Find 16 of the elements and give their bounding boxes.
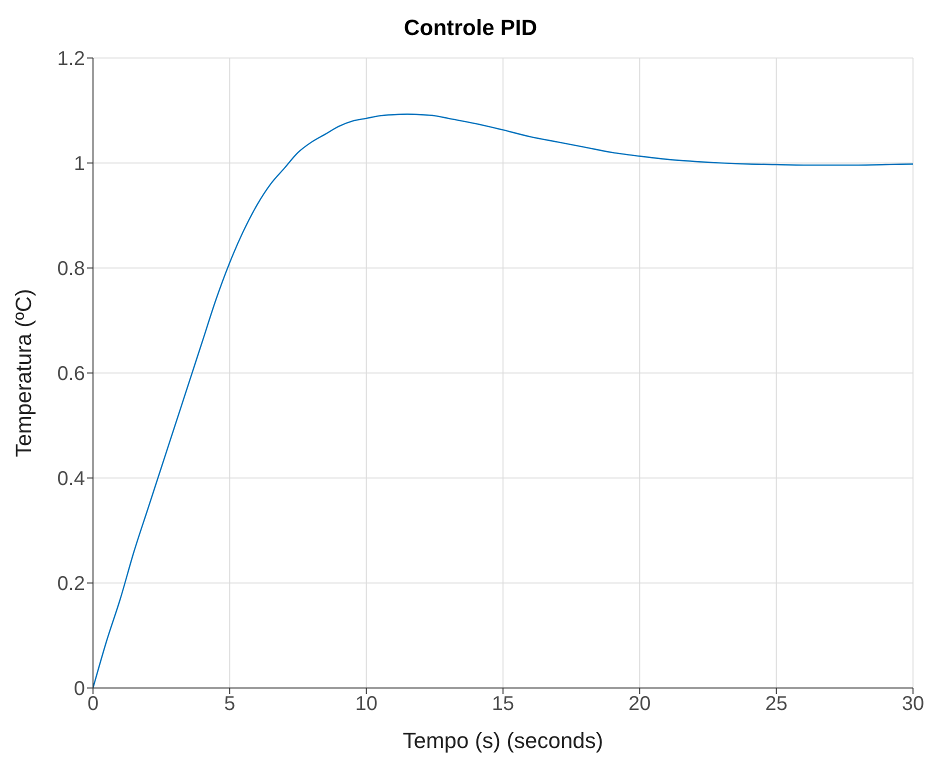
x-tick-label: 10 (355, 693, 378, 716)
x-tick-label: 15 (492, 693, 514, 716)
y-axis-title: Temperatura (ºC) (10, 288, 36, 458)
x-axis-title: Tempo (s) (seconds) (402, 728, 604, 753)
chart-title: Controle PID (402, 14, 538, 42)
x-tick-label: 30 (902, 693, 924, 716)
y-tick-label: 1.2 (57, 48, 85, 70)
y-tick-label: 1 (74, 153, 85, 176)
y-tick-label: 0 (74, 678, 85, 700)
y-tick-label: 0.8 (57, 258, 85, 280)
x-tick-label: 20 (628, 693, 651, 716)
x-tick-label: 5 (224, 693, 236, 716)
y-tick-label: 0.6 (57, 363, 85, 386)
y-tick-label: 0.2 (57, 573, 85, 596)
y-tick-label: 0.4 (57, 468, 85, 490)
x-tick-label: 25 (765, 693, 788, 716)
